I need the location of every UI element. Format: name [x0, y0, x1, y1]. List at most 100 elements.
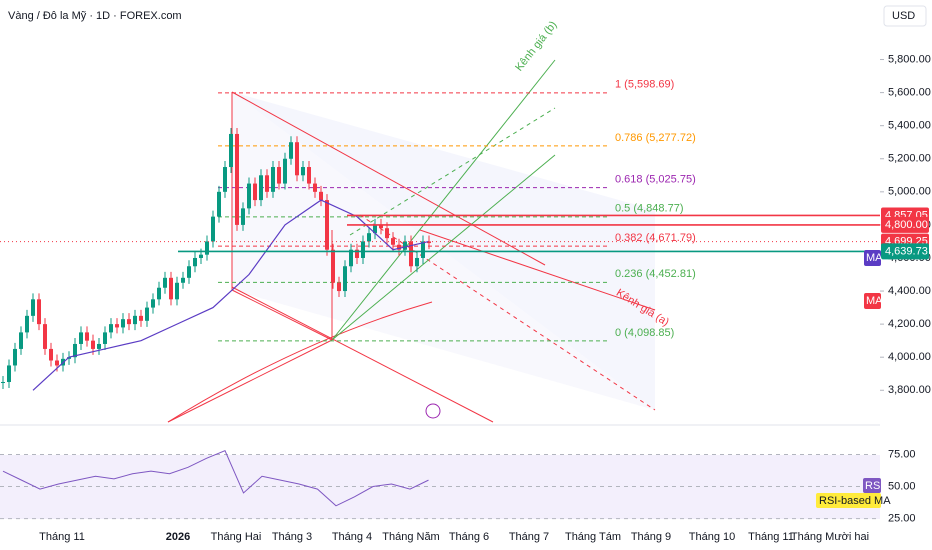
fib-label: 0.236 (4,452.81)	[615, 268, 696, 280]
candle	[55, 360, 59, 366]
rsi-tick-label: 50.00	[888, 480, 916, 492]
candle	[211, 216, 215, 242]
event-icon[interactable]	[425, 403, 441, 419]
candle	[1, 382, 5, 384]
fib-label: 0 (4,098.85)	[615, 327, 674, 339]
y-tick-label: 4,000.00	[888, 351, 931, 363]
candle	[181, 277, 185, 283]
arc	[167, 301, 433, 423]
channel-a-ext	[419, 229, 656, 311]
x-tick-label: Tháng 3	[272, 531, 312, 543]
fib-label: 0.786 (5,277.72)	[615, 132, 696, 144]
fib-label: 0.618 (5,025.75)	[615, 173, 696, 185]
candle	[241, 208, 245, 225]
y-tick-label: 5,000.00	[888, 186, 931, 198]
rsi-ma-tag	[816, 493, 881, 508]
candle	[283, 158, 287, 184]
candle	[205, 241, 209, 255]
candle	[277, 167, 281, 184]
candle	[67, 357, 71, 359]
candle	[367, 233, 371, 242]
candle	[385, 228, 389, 239]
rsi-tick-label: 25.00	[888, 512, 916, 524]
candle	[145, 307, 149, 321]
candle	[259, 175, 263, 201]
candle	[139, 315, 143, 321]
rsi-line	[2, 449, 429, 507]
x-tick-label: 2026	[166, 531, 190, 543]
y-tick-label: 5,200.00	[888, 153, 931, 165]
candle	[403, 241, 407, 250]
x-tick-label: Tháng 4	[332, 531, 372, 543]
rsi-tag-label: RSI	[865, 480, 883, 492]
candle	[103, 332, 107, 344]
rsi-ma-tag-label: RSI-based MA	[819, 495, 891, 507]
candle	[85, 332, 89, 341]
candle	[349, 249, 353, 267]
ma-tag	[864, 250, 881, 266]
candle	[109, 324, 113, 333]
candle	[427, 241, 431, 244]
price-tag-label: 4,639.73	[885, 245, 928, 257]
candle	[355, 249, 359, 258]
candle	[193, 257, 197, 267]
y-tick-label: 5,600.00	[888, 87, 931, 99]
candle	[313, 183, 317, 192]
channel-b-mid	[349, 107, 556, 236]
x-tick-label: Tháng Mười hai	[791, 531, 869, 543]
candle	[415, 257, 419, 267]
candle	[13, 348, 17, 366]
channel-a-bottom	[231, 286, 494, 423]
candle	[223, 167, 227, 192]
x-tick-label: Tháng 9	[631, 531, 671, 543]
x-tick-label: Tháng 6	[449, 531, 489, 543]
ma-tag	[864, 293, 881, 309]
channel-b-top	[331, 59, 556, 341]
fib-label: 1 (5,598.69)	[615, 79, 674, 91]
x-tick-label: Tháng Năm	[382, 531, 439, 543]
x-tick-label: Tháng 7	[509, 531, 549, 543]
x-tick-label: Tháng 11	[39, 531, 85, 543]
candle	[289, 142, 293, 159]
candle	[229, 133, 233, 168]
price-tag-label: 4,800.00	[885, 219, 928, 231]
candle	[301, 167, 305, 176]
candle	[79, 332, 83, 344]
candle	[97, 343, 101, 349]
candle	[421, 241, 425, 258]
x-tick-label: Tháng Tám	[565, 531, 621, 543]
arc-left	[167, 339, 333, 423]
candle	[295, 142, 299, 176]
candle	[217, 191, 221, 217]
price-tag	[881, 216, 929, 233]
rsi-tick-label: 75.00	[888, 448, 916, 460]
price-tag	[881, 243, 929, 260]
candle	[391, 238, 395, 245]
candle	[187, 266, 191, 278]
candle	[307, 167, 311, 184]
candle	[409, 241, 413, 267]
currency: USD	[892, 10, 915, 22]
currency-box[interactable]	[883, 5, 927, 27]
rsi-tag	[863, 478, 881, 493]
ma-line	[32, 199, 430, 391]
candle	[19, 332, 23, 349]
fib-link	[231, 289, 333, 341]
candle	[175, 282, 179, 300]
ma-tag-label: MA	[866, 252, 883, 264]
chart-title: Vàng / Đô la Mỹ · 1D · FOREX.com	[8, 10, 182, 22]
candle	[73, 343, 77, 358]
ma-tag-label: MA	[866, 295, 883, 307]
channel-b-bottom	[331, 154, 556, 341]
candle	[49, 348, 53, 361]
candle	[331, 249, 335, 283]
candle	[265, 175, 269, 192]
y-tick-label: 4,200.00	[888, 318, 931, 330]
candle	[361, 241, 365, 258]
candle	[151, 299, 155, 308]
y-tick-label: 4,400.00	[888, 285, 931, 297]
candle	[37, 299, 41, 325]
candle	[253, 183, 257, 201]
candle	[115, 324, 119, 328]
fib-label: 0.382 (4,671.79)	[615, 232, 696, 244]
